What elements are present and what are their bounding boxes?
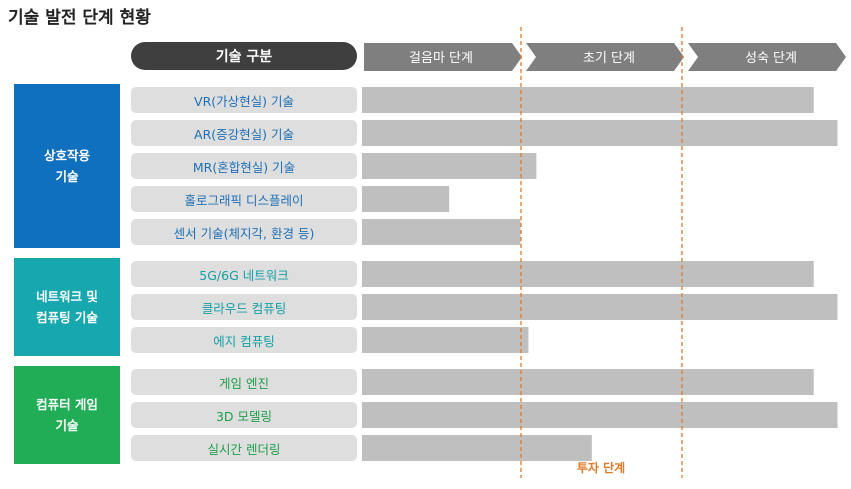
bar-0-1: [362, 120, 838, 146]
investment-label: 투자 단계: [577, 460, 625, 475]
row-label: 클라우드 컴퓨팅: [131, 294, 357, 320]
bar-2-2: [362, 435, 592, 461]
bar-1-2: [362, 327, 529, 353]
stage-label-2: 초기 단계: [583, 51, 635, 66]
row-label: 홀로그래픽 디스플레이: [131, 186, 357, 212]
bar-0-4: [362, 219, 521, 245]
bar-0-3: [362, 186, 450, 212]
row-label: VR(가상현실) 기술: [131, 87, 357, 113]
row-label: 5G/6G 네트워크: [131, 261, 357, 287]
chart-title: 기술 발전 단계 현황: [8, 8, 151, 28]
stage-label-3: 성숙 단계: [745, 51, 797, 66]
row-label: 실시간 렌더링: [131, 435, 357, 461]
row-label: 게임 엔진: [131, 369, 357, 395]
bar-0-2: [362, 153, 537, 179]
bar-0-0: [362, 87, 814, 113]
row-label: 센서 기술(체지각, 환경 등): [131, 219, 357, 245]
group-box: 컴퓨터 게임 기술: [14, 366, 120, 464]
bar-2-1: [362, 402, 838, 428]
row-label: MR(혼합현실) 기술: [131, 153, 357, 179]
stage-arrow-3: [688, 43, 846, 71]
group-box: 네트워크 및 컴퓨팅 기술: [14, 258, 120, 356]
row-label: 에지 컴퓨팅: [131, 327, 357, 353]
group-box: 상호작용 기술: [14, 84, 120, 248]
row-label: 3D 모델링: [131, 402, 357, 428]
stage-arrow-2: [526, 43, 684, 71]
stage-label-1: 걸음마 단계: [409, 51, 473, 66]
stage-arrow-1: [364, 43, 522, 71]
bar-1-0: [362, 261, 814, 287]
bar-1-1: [362, 294, 838, 320]
row-label: AR(증강현실) 기술: [131, 120, 357, 146]
bar-2-0: [362, 369, 814, 395]
category-header: 기술 구분: [131, 42, 357, 70]
